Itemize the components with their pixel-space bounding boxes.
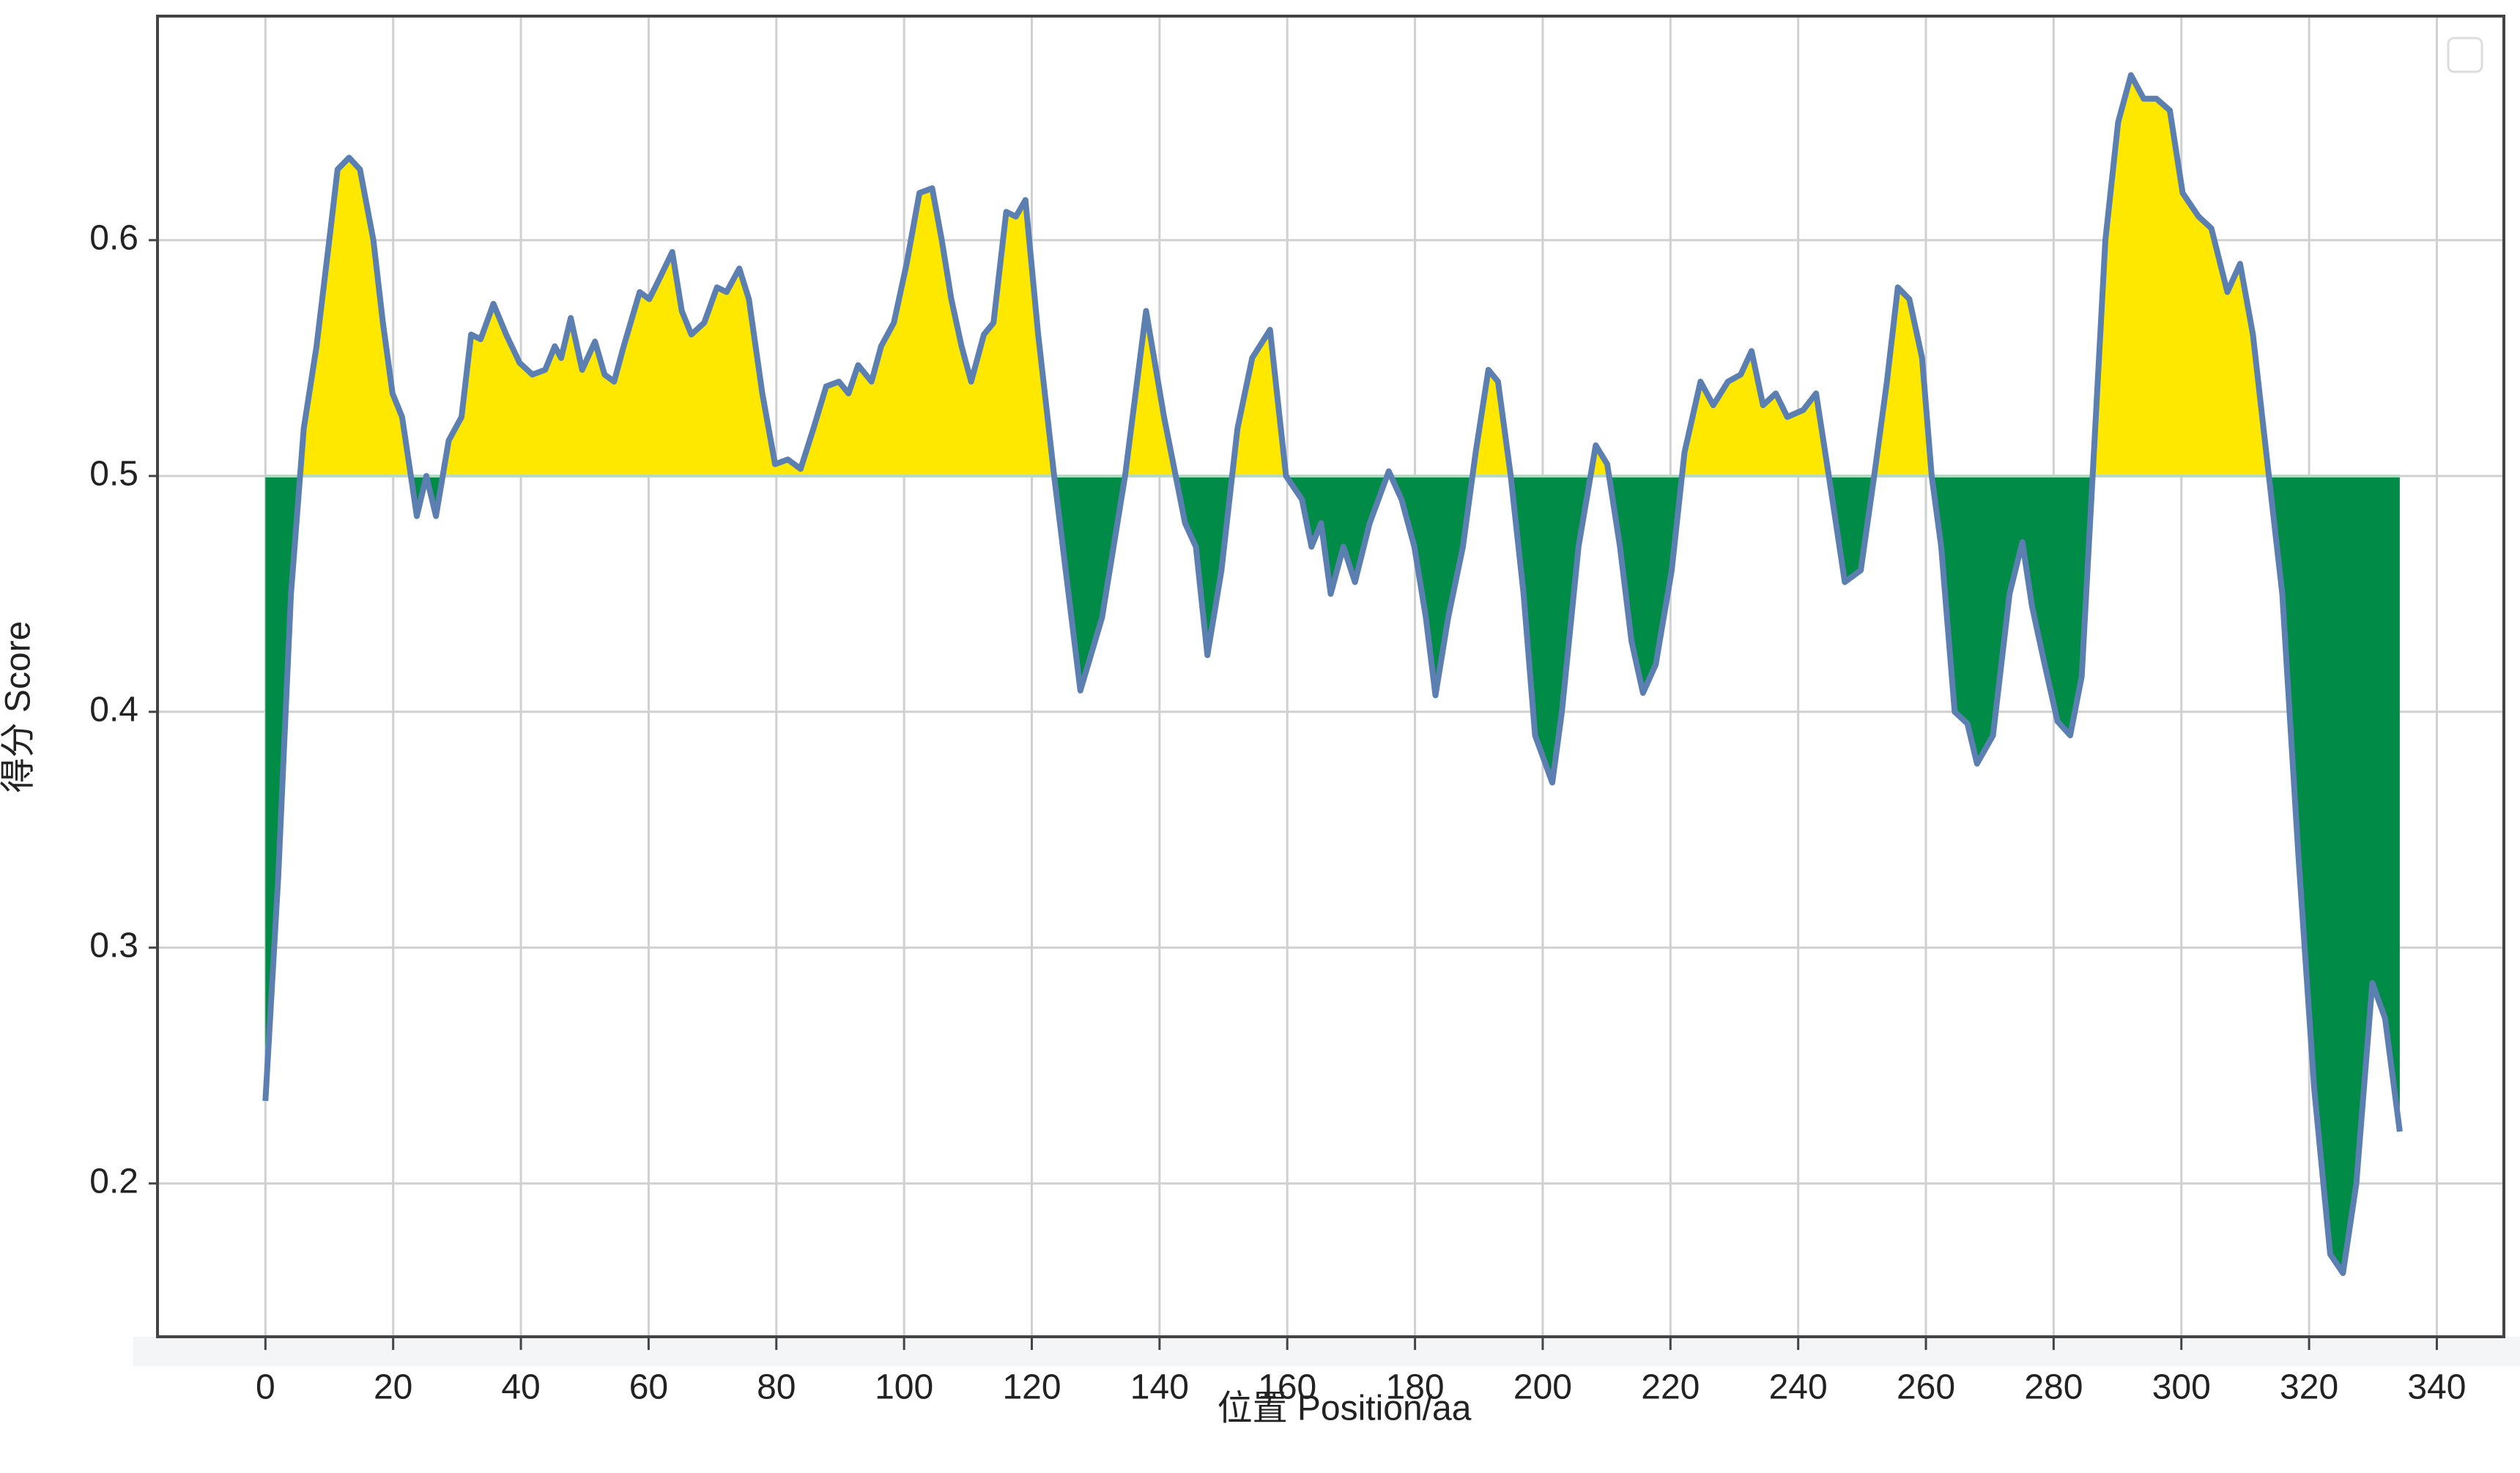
- legend-box: [2447, 37, 2483, 73]
- x-tick-label: 320: [2280, 1368, 2338, 1407]
- plot-frame: [156, 15, 2505, 1338]
- area-above: [265, 75, 2400, 476]
- x-axis-label: 位置 Position/aa: [1218, 1389, 1472, 1428]
- x-tick-label: 260: [1897, 1368, 1955, 1407]
- axes: 0.2 0.3 0.4 0.5 0.6 0 20 40 60 80 100 120 140 160 180 2…: [89, 219, 2466, 1407]
- axis-band: [133, 1337, 2520, 1366]
- x-tick-label: 200: [1513, 1368, 1572, 1407]
- x-tick-label: 100: [875, 1368, 933, 1407]
- x-tick-label: 160: [1258, 1368, 1316, 1407]
- y-tick-label: 0.6: [89, 219, 138, 258]
- x-tick-label: 180: [1386, 1368, 1445, 1407]
- x-tick-label: 40: [501, 1368, 540, 1407]
- score-line: [262, 72, 2403, 1277]
- y-axis-label: 得分 Score: [0, 621, 38, 793]
- x-tick-label: 340: [2407, 1368, 2466, 1407]
- x-tick-label: 280: [2024, 1368, 2083, 1407]
- y-tick-label: 0.2: [89, 1162, 138, 1201]
- x-tick-label: 240: [1769, 1368, 1828, 1407]
- x-tick-label: 300: [2152, 1368, 2211, 1407]
- x-tick-label: 20: [374, 1368, 412, 1407]
- y-tick-label: 0.4: [89, 690, 138, 729]
- plot: [262, 72, 2403, 1277]
- y-tick-label: 0.5: [89, 455, 138, 494]
- y-tick-label: 0.3: [89, 926, 138, 965]
- x-tick-label: 120: [1002, 1368, 1061, 1407]
- x-tick-label: 80: [757, 1368, 796, 1407]
- x-tick-label: 60: [629, 1368, 668, 1407]
- x-tick-label: 220: [1641, 1368, 1700, 1407]
- x-tick-label: 140: [1130, 1368, 1189, 1407]
- x-tick-label: 0: [256, 1368, 275, 1407]
